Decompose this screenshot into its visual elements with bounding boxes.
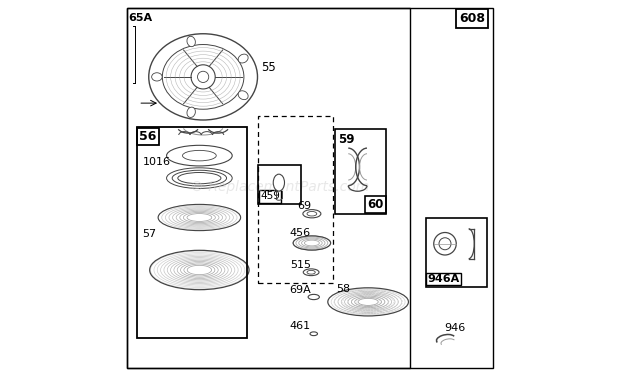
Text: 57: 57: [143, 229, 156, 239]
Text: 69: 69: [297, 201, 311, 211]
Text: 1016: 1016: [143, 158, 170, 168]
Text: 459: 459: [260, 191, 280, 201]
Ellipse shape: [238, 54, 248, 63]
Text: 56: 56: [140, 130, 157, 143]
Text: 946: 946: [445, 323, 466, 333]
Text: 65A: 65A: [128, 13, 153, 23]
Text: 69A: 69A: [290, 285, 311, 295]
Text: 946A: 946A: [427, 274, 459, 284]
Text: 608: 608: [459, 12, 485, 25]
Text: 55: 55: [261, 61, 276, 74]
Bar: [259, 165, 301, 204]
Bar: [127, 8, 410, 368]
Text: 60: 60: [368, 198, 384, 211]
Ellipse shape: [238, 91, 248, 100]
Text: © ReplacementParts.com: © ReplacementParts.com: [190, 180, 370, 195]
Text: 59: 59: [338, 133, 355, 146]
Bar: [425, 217, 487, 287]
Ellipse shape: [187, 36, 195, 46]
Text: 515: 515: [290, 260, 311, 270]
Bar: [257, 116, 332, 283]
Ellipse shape: [149, 34, 257, 120]
Text: 461: 461: [290, 321, 311, 331]
Text: 456: 456: [290, 228, 311, 238]
Ellipse shape: [187, 107, 195, 117]
Ellipse shape: [152, 73, 162, 81]
Bar: [137, 128, 247, 338]
Bar: [335, 129, 386, 214]
Ellipse shape: [273, 174, 285, 191]
Text: 58: 58: [336, 284, 350, 294]
